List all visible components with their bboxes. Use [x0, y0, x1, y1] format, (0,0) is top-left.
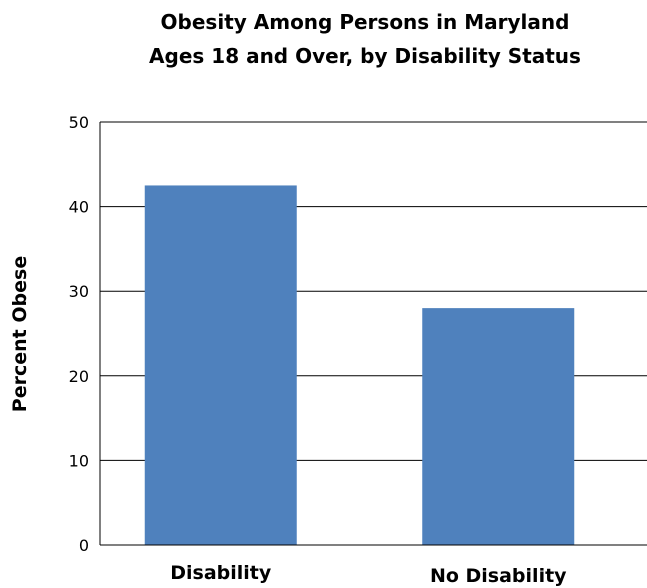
- bars: [144, 185, 575, 545]
- x-category-labels: Disability No Disability: [170, 562, 567, 587]
- y-tick-label: 40: [69, 198, 89, 217]
- y-tick-labels: 0 10 20 30 40 50: [69, 113, 89, 555]
- axes: [99, 122, 647, 546]
- chart-title-line-2: Ages 18 and Over, by Disability Status: [149, 44, 581, 68]
- y-tick-label: 30: [69, 282, 89, 301]
- y-tick-label: 0: [79, 536, 89, 555]
- bar-disability: [144, 185, 297, 545]
- y-axis-label: Percent Obese: [9, 256, 31, 412]
- bar-no-disability: [422, 308, 575, 545]
- y-tick-label: 20: [69, 367, 89, 386]
- x-category-label: No Disability: [430, 565, 567, 587]
- y-tick-label: 50: [69, 113, 89, 132]
- chart-title-line-1: Obesity Among Persons in Maryland: [161, 10, 570, 34]
- y-tick-label: 10: [69, 451, 89, 470]
- x-category-label: Disability: [170, 562, 272, 584]
